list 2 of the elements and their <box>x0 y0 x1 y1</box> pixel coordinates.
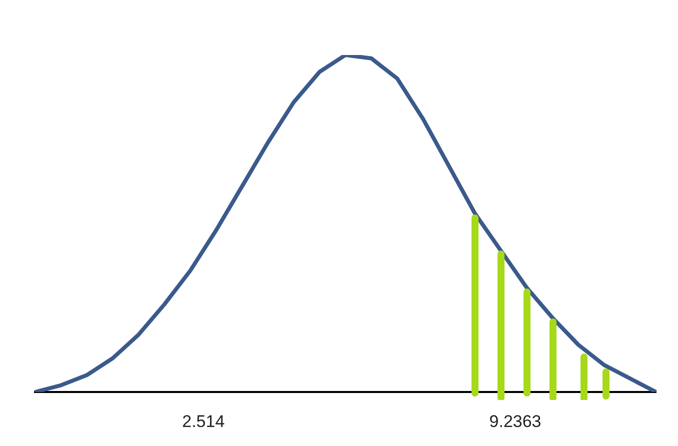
text: 9.2363 <box>489 412 542 432</box>
text: 2.514 <box>182 412 225 432</box>
